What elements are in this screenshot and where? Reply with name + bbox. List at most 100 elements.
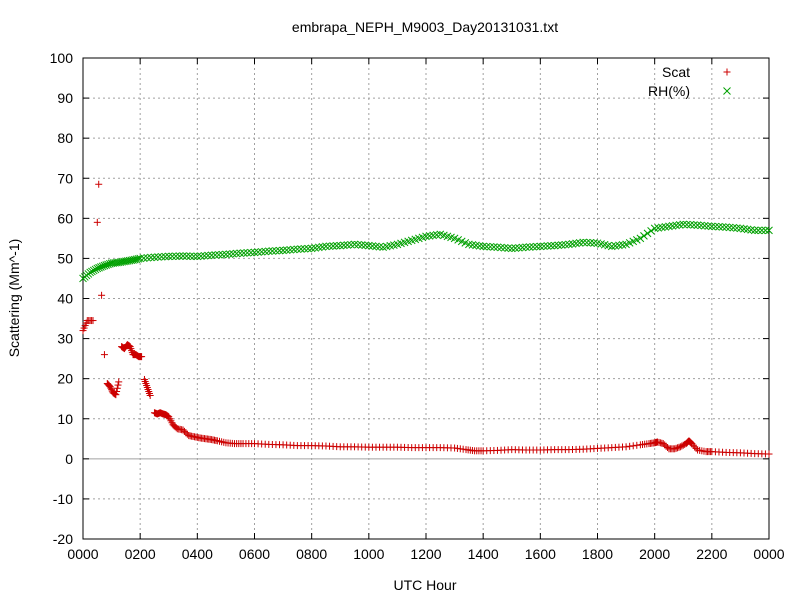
rh-point	[497, 243, 505, 252]
rh-point	[540, 242, 548, 251]
rh-point	[211, 251, 220, 259]
rh-point	[157, 252, 166, 261]
scat-point	[106, 383, 114, 391]
scat-point	[95, 180, 103, 188]
rh-point	[732, 224, 741, 232]
y-tick-label: 20	[57, 371, 73, 387]
rh-point	[493, 243, 502, 252]
rh-point	[186, 252, 195, 261]
rh-point	[557, 241, 566, 249]
legend-marker-scat	[723, 68, 731, 76]
x-tick-label: 2200	[696, 546, 727, 562]
rh-point	[532, 242, 541, 251]
rh-point	[204, 251, 212, 260]
rh-point	[257, 247, 266, 256]
x-tick-label: 0600	[239, 546, 270, 562]
rh-point	[643, 229, 652, 238]
rh-point	[325, 242, 334, 251]
rh-point	[500, 243, 509, 252]
y-tick-label: 80	[57, 130, 73, 146]
rh-point	[322, 242, 330, 251]
rh-point	[236, 249, 245, 258]
rh-point	[479, 242, 488, 251]
y-tick-label: 50	[57, 250, 73, 266]
rh-point	[254, 248, 262, 256]
rh-point	[329, 242, 337, 250]
rh-point	[304, 244, 312, 253]
rh-point	[554, 241, 563, 250]
rh-point	[543, 242, 552, 250]
x-tick-label: 1600	[525, 546, 556, 562]
y-tick-label: 60	[57, 210, 73, 226]
rh-point	[647, 227, 655, 235]
scat-point	[89, 317, 97, 325]
x-tick-label: 1200	[410, 546, 441, 562]
y-tick-label: -20	[53, 531, 73, 547]
rh-point	[89, 266, 98, 275]
rh-point	[765, 226, 773, 235]
rh-point	[482, 242, 491, 251]
scat-point	[671, 445, 679, 453]
x-axis-tick-labels: 0000 0200 0400 0600 0800 1000 1200 1400 1600 1800…	[67, 546, 784, 562]
legend-label-scat: Scat	[662, 64, 690, 80]
scat-point	[765, 450, 773, 458]
chart-title: embrapa_NEPH_M9003_Day20131031.txt	[292, 19, 558, 35]
rh-point	[590, 239, 598, 247]
legend-cross-marker	[723, 87, 731, 95]
rh-point	[214, 250, 223, 259]
legend-plus-marker	[723, 68, 731, 76]
rh-point	[361, 241, 370, 250]
rh-point	[707, 222, 716, 231]
y-axis-title: Scattering (Mm^-1)	[6, 239, 22, 358]
scat-point	[183, 430, 191, 438]
rh-point	[561, 240, 570, 249]
scat-point	[686, 438, 694, 446]
scat-point	[113, 384, 121, 392]
scat-point	[678, 442, 686, 450]
rh-point	[536, 242, 545, 251]
rh-point	[700, 221, 709, 230]
scat-point	[100, 351, 108, 359]
rh-point	[690, 221, 698, 229]
scat-point	[664, 444, 672, 452]
rh-point	[550, 241, 559, 250]
scat-point	[676, 443, 684, 451]
rh-point	[704, 222, 713, 230]
rh-point	[200, 251, 209, 260]
rh-point	[143, 253, 152, 262]
rh-point	[582, 238, 591, 247]
rh-point	[139, 254, 148, 262]
rh-point	[350, 240, 359, 249]
rh-point	[754, 226, 763, 235]
rh-point	[218, 250, 227, 259]
x-tick-label: 0800	[296, 546, 327, 562]
rh-point	[368, 242, 377, 250]
x-tick-label: 1400	[468, 546, 499, 562]
rh-point	[339, 241, 348, 250]
rh-point	[375, 242, 384, 251]
rh-point	[347, 240, 355, 249]
series-scat	[79, 180, 773, 458]
scat-point	[672, 444, 680, 452]
rh-point	[750, 226, 759, 235]
rh-point	[693, 221, 702, 230]
scat-point	[114, 381, 122, 389]
rh-point	[486, 242, 495, 251]
rh-point	[286, 245, 295, 254]
legend-label-rh: RH(%)	[648, 83, 690, 99]
y-tick-label: 90	[57, 90, 73, 106]
rh-point	[525, 243, 534, 251]
rh-point	[261, 247, 270, 256]
rh-point	[182, 252, 191, 260]
data-series	[79, 180, 773, 458]
scat-point	[692, 444, 700, 452]
rh-point	[172, 252, 180, 261]
rh-point	[682, 220, 691, 229]
scat-point	[113, 387, 121, 395]
rh-point	[293, 245, 302, 254]
grid	[83, 58, 769, 539]
rh-point	[229, 249, 237, 258]
rh-point	[507, 244, 516, 253]
rh-point	[150, 253, 159, 262]
